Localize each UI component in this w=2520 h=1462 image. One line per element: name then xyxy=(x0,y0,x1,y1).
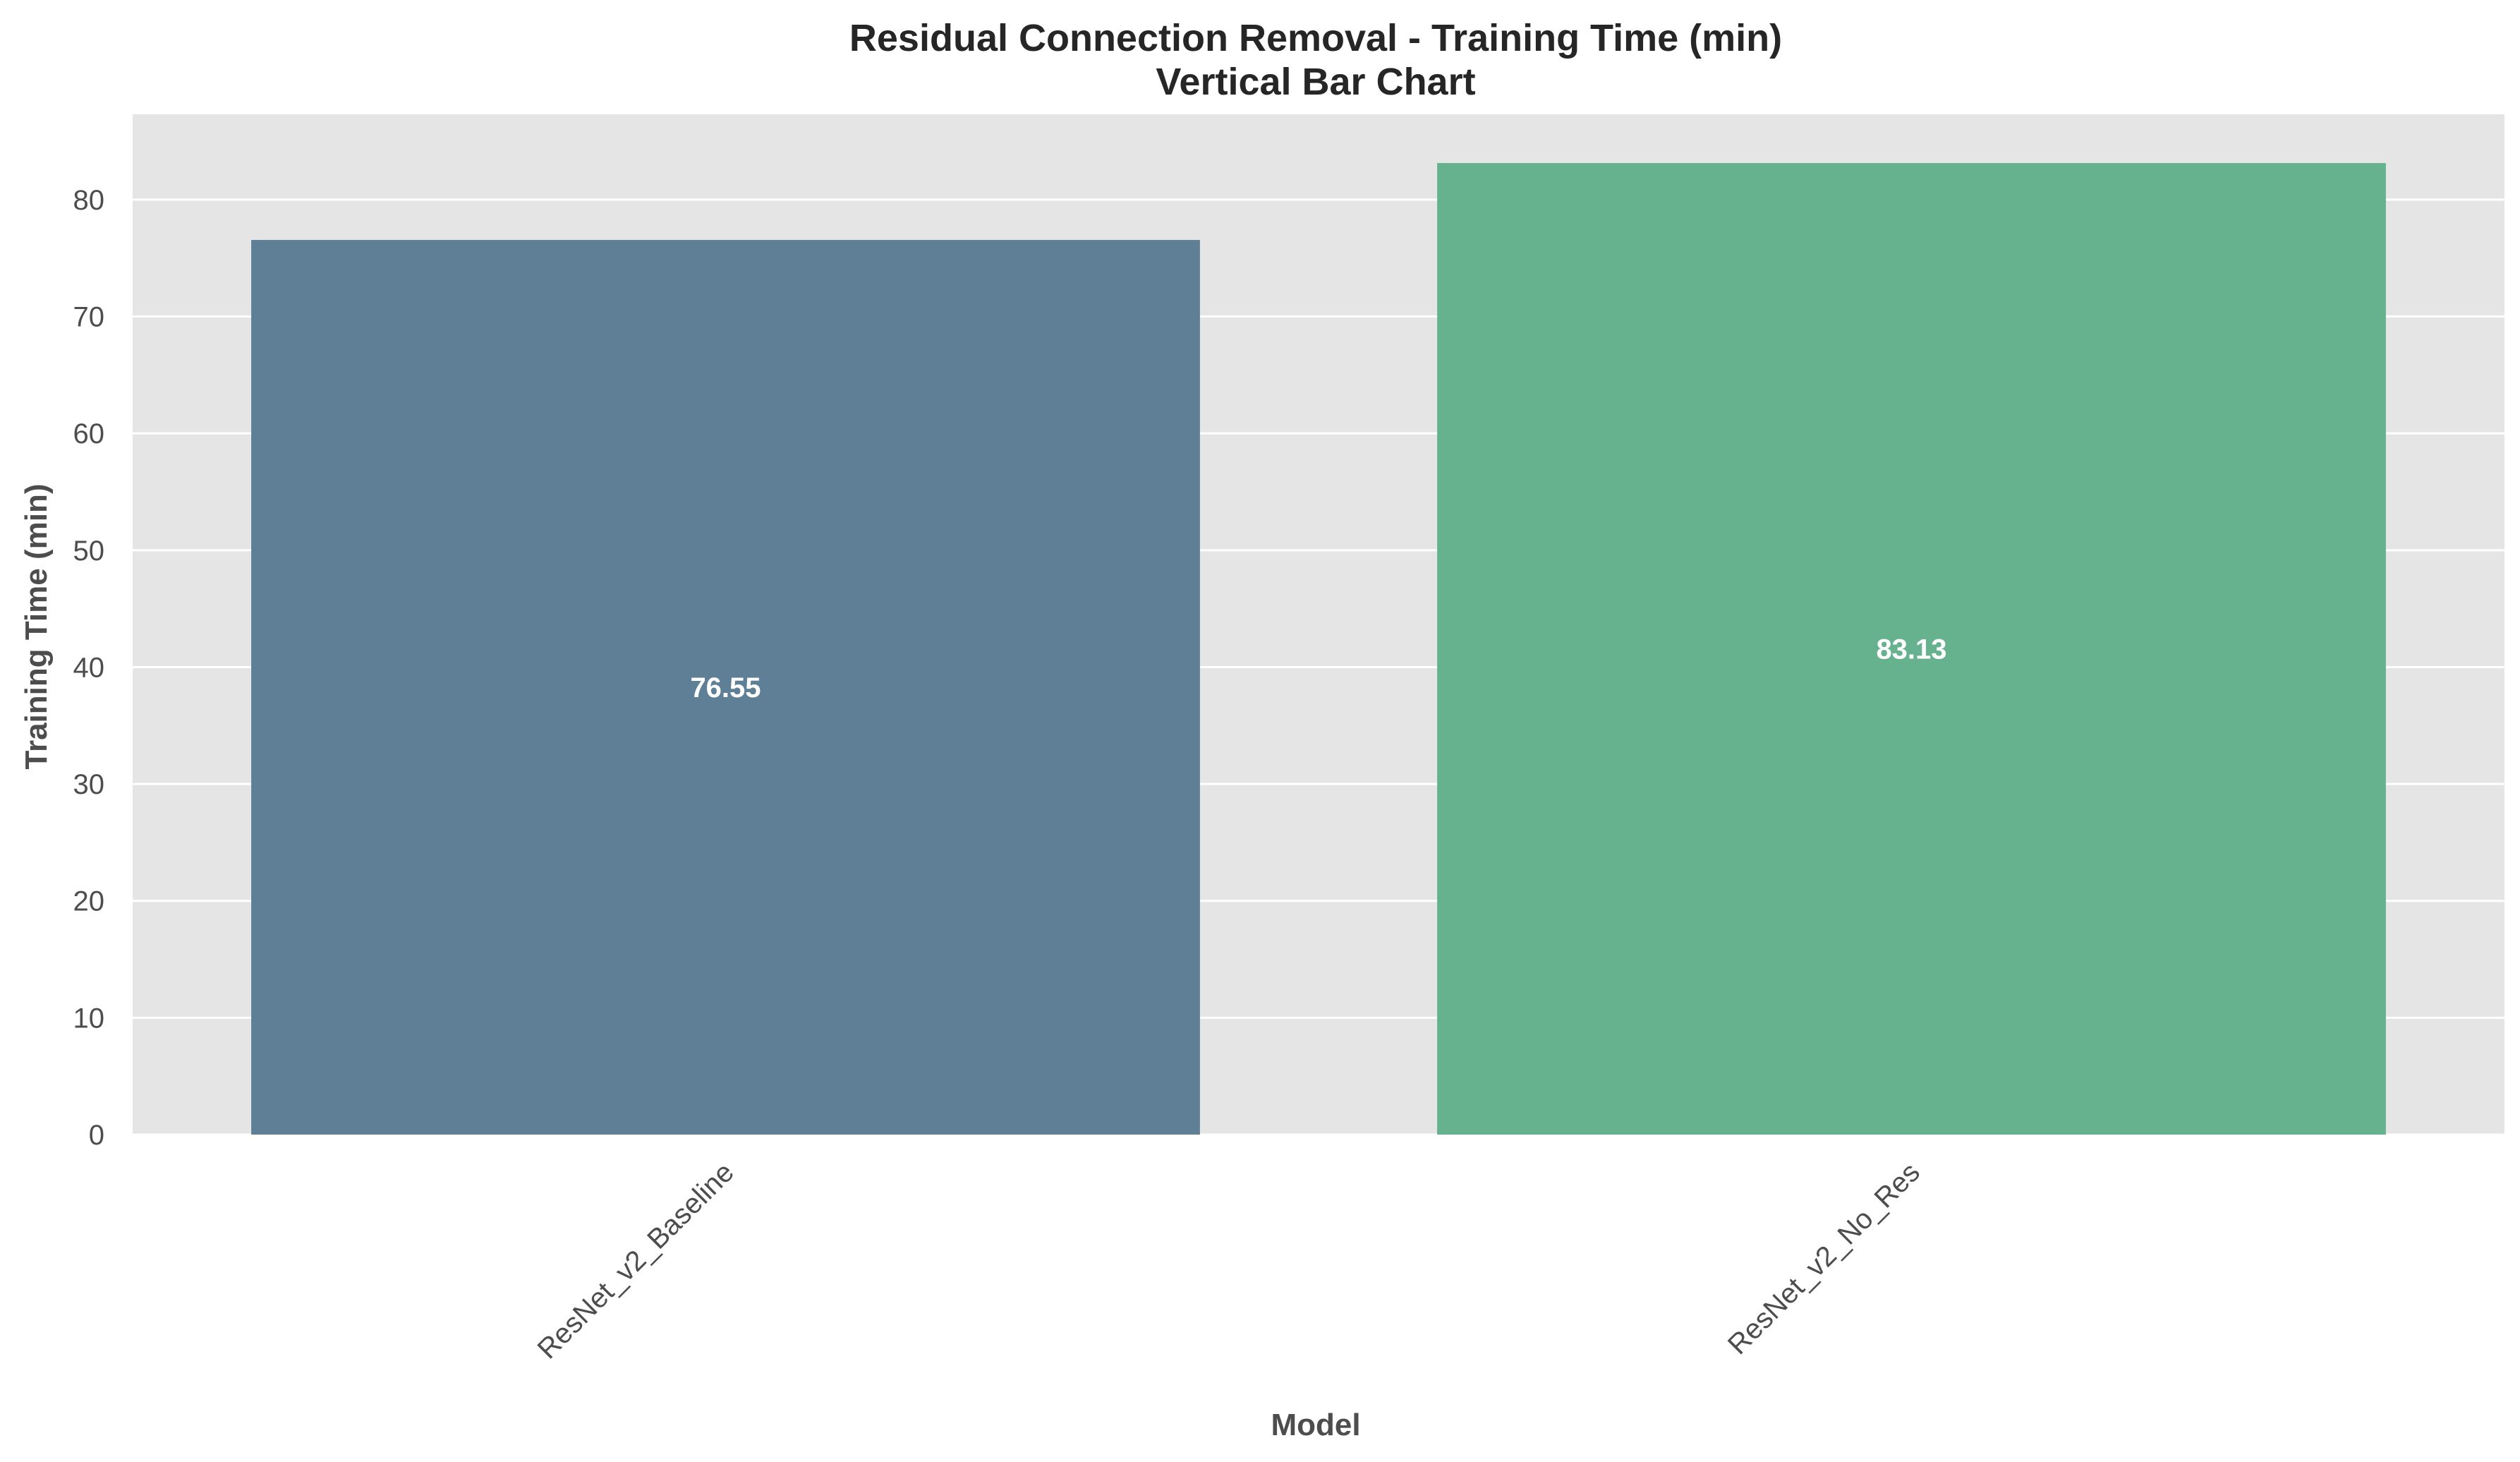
bar-value-labels: 76.55 83.13 xyxy=(690,634,1946,703)
y-tick-label: 20 xyxy=(73,886,105,917)
y-tick-label: 10 xyxy=(73,1003,105,1034)
x-axis-label: Model xyxy=(1271,1408,1360,1442)
y-tick-label: 80 xyxy=(73,185,105,216)
y-tick-label: 0 xyxy=(89,1120,104,1151)
y-tick-label: 60 xyxy=(73,418,105,449)
y-axis-ticks: 0 10 20 30 40 50 60 70 80 xyxy=(73,185,105,1151)
y-axis-label: Training Time (min) xyxy=(19,483,54,769)
y-tick-label: 50 xyxy=(73,536,105,567)
x-axis-ticks: ResNet_v2_Baseline ResNet_v2_No_Res xyxy=(532,1156,1926,1365)
y-tick-label: 30 xyxy=(73,769,105,800)
bars xyxy=(251,163,2386,1135)
bar xyxy=(251,240,1200,1135)
chart-title: Residual Connection Removal - Training T… xyxy=(849,17,1782,59)
x-tick-label: ResNet_v2_Baseline xyxy=(532,1156,740,1365)
y-tick-label: 70 xyxy=(73,302,105,333)
bar xyxy=(1437,163,2386,1135)
x-tick-label: ResNet_v2_No_Res xyxy=(1722,1156,1926,1360)
bar-value-label: 83.13 xyxy=(1876,634,1946,665)
bar-value-label: 76.55 xyxy=(690,672,761,703)
chart-subtitle: Vertical Bar Chart xyxy=(1156,61,1475,103)
y-tick-label: 40 xyxy=(73,652,105,683)
